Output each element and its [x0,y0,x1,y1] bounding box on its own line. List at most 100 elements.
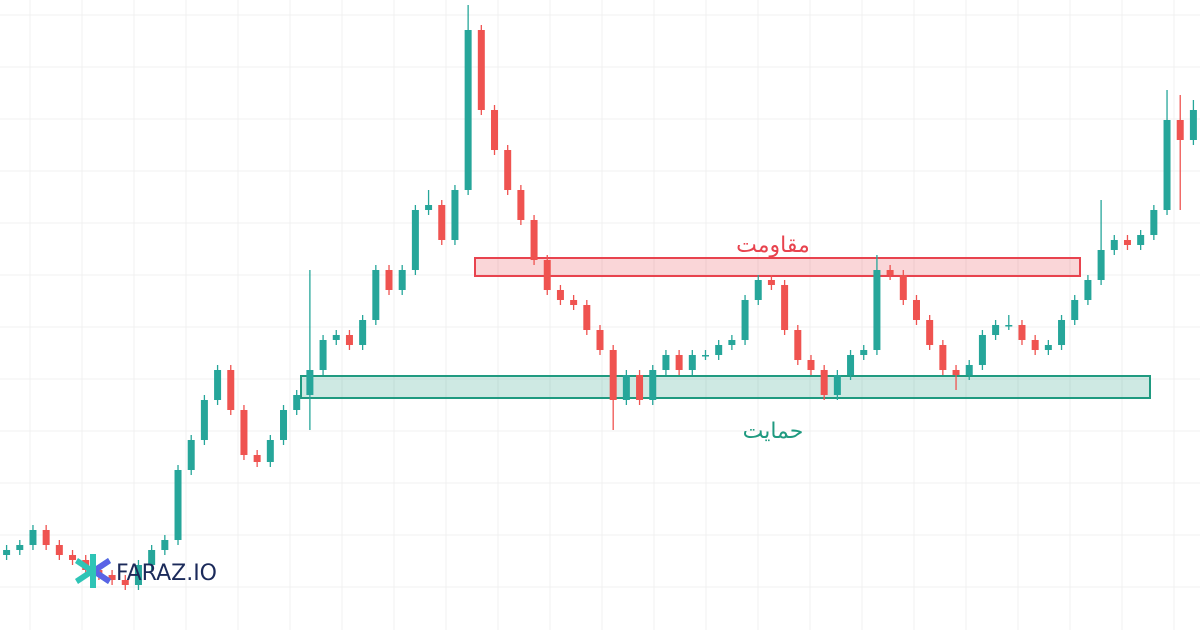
candle-body [662,355,670,370]
candle-body [306,370,314,395]
candle-body [385,270,393,290]
candle-body [372,270,380,320]
candle-body [504,150,512,190]
candle-body [42,530,50,545]
candle-body [359,320,367,345]
candle-body [530,220,538,260]
candle-body [240,410,248,455]
logo-text: FARAZ.IO [116,561,217,586]
candle-body [69,555,77,560]
candle-body [992,325,1000,335]
candle-body [649,370,657,400]
candle-body [1071,300,1079,320]
candle-body [517,190,525,220]
candle-body [16,545,24,550]
candle-body [1176,120,1184,140]
zones: مقاومت حمایت [300,233,1151,444]
candle-body [266,440,274,462]
candle-body [491,110,499,150]
candle-body [451,190,459,240]
candle-body [1005,325,1013,327]
zone [474,257,1081,277]
candle-body [425,205,433,210]
candle-body [583,305,591,330]
candle-body [1137,235,1145,245]
candle-body [622,375,630,400]
candle-body [174,470,182,540]
candle-body [543,260,551,290]
candle-body [319,340,327,370]
candle-body [794,330,802,360]
candle-body [227,370,235,410]
candle-body [978,335,986,365]
candle-body [596,330,604,350]
candle-body [1189,110,1197,140]
candle-body [332,335,340,340]
candle-body [1018,325,1026,340]
candle-body [820,370,828,395]
candle-body [860,350,868,355]
candle-body [148,550,156,565]
candles [3,5,1197,590]
candle-body [1123,240,1131,245]
zone [300,375,1151,399]
candle-body [873,270,881,350]
candle-body [767,280,775,285]
candle-body [688,355,696,370]
candle-body [477,30,485,110]
candle-body [253,455,261,462]
candle-body [1110,240,1118,250]
candle-body [1150,210,1158,235]
candle-body [134,565,142,585]
candle-body [926,320,934,345]
candle-body [939,345,947,370]
candle-body [3,550,11,555]
candle-body [556,290,564,300]
zone-label: حمایت [743,419,804,444]
candle-body [187,440,195,470]
candle-body [728,340,736,345]
candle-body [912,300,920,320]
candle-body [886,270,894,275]
candle-body [636,375,644,400]
candle-body [293,395,301,410]
candle-body [965,365,973,375]
candle-body [833,375,841,395]
candle-body [398,270,406,290]
candle-body [741,300,749,340]
logo-icon-accent [96,554,111,584]
candle-body [570,300,578,305]
candle-body [29,530,37,545]
candle-body [200,400,208,440]
candle-body [675,355,683,370]
candle-body [214,370,222,400]
candle-body [345,335,353,345]
candle-body [952,370,960,375]
candle-body [847,355,855,375]
candle-body [1097,250,1105,280]
candle-body [715,345,723,355]
candle-body [807,360,815,370]
candle-body [411,210,419,270]
candle-body [1031,340,1039,350]
candle-body [55,545,63,555]
logo: FARAZ.IO [75,554,217,588]
candle-body [121,580,129,585]
candle-body [754,280,762,300]
candle-body [464,30,472,190]
candle-body [1058,320,1066,345]
logo-icon [75,554,111,588]
candle-body [161,540,169,550]
candle-body [1084,280,1092,300]
candle-body [280,410,288,440]
candle-body [1163,120,1171,210]
candle-body [609,350,617,400]
zone-label: مقاومت [736,233,810,258]
candle-body [438,205,446,240]
candle-body [781,285,789,330]
candle-body [701,355,709,357]
candle-body [108,575,116,580]
candle-body [899,275,907,300]
candle-body [1044,345,1052,350]
